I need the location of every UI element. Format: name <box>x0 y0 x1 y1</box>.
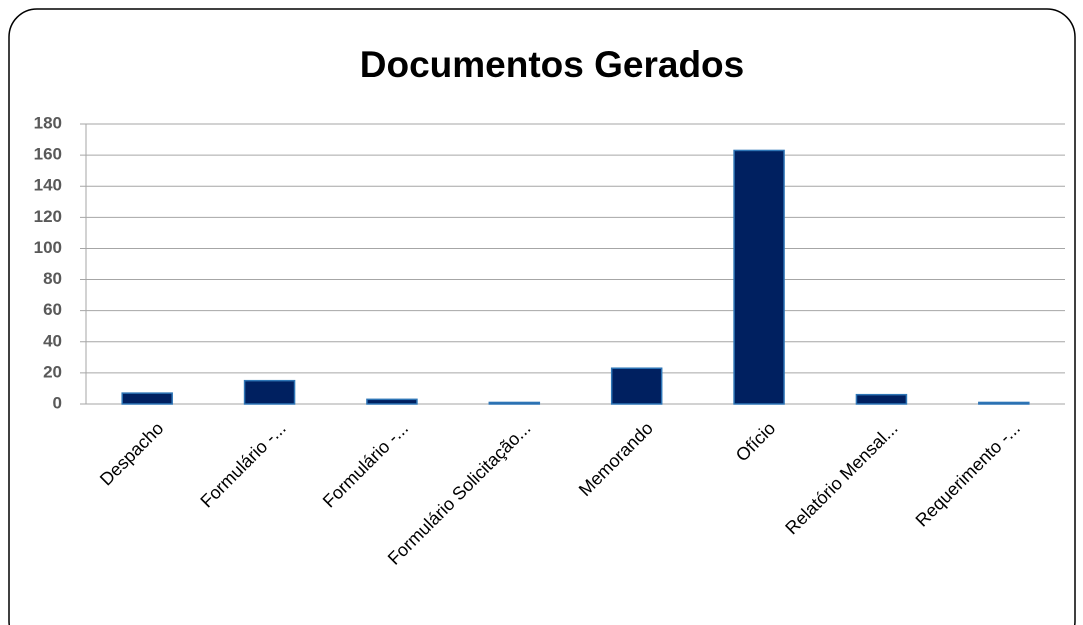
chart-title: Documentos Gerados <box>360 44 744 85</box>
bar <box>733 149 785 405</box>
y-tick-label: 20 <box>43 362 62 381</box>
y-tick-label: 0 <box>53 393 62 412</box>
y-tick-label: 120 <box>34 207 62 226</box>
y-tick-label: 140 <box>34 176 62 195</box>
bar <box>610 367 663 405</box>
bar <box>366 398 418 405</box>
y-tick-label: 160 <box>34 145 62 164</box>
bar <box>978 401 1030 405</box>
bar <box>121 392 173 405</box>
bar <box>855 393 908 405</box>
bar <box>488 401 541 405</box>
y-tick-label: 100 <box>34 238 62 257</box>
y-tick-label: 180 <box>34 113 62 132</box>
chart-frame <box>8 8 1076 625</box>
y-tick-label: 60 <box>43 300 62 319</box>
bar <box>243 379 296 405</box>
y-tick-label: 40 <box>43 331 62 350</box>
y-tick-label: 80 <box>43 269 62 288</box>
